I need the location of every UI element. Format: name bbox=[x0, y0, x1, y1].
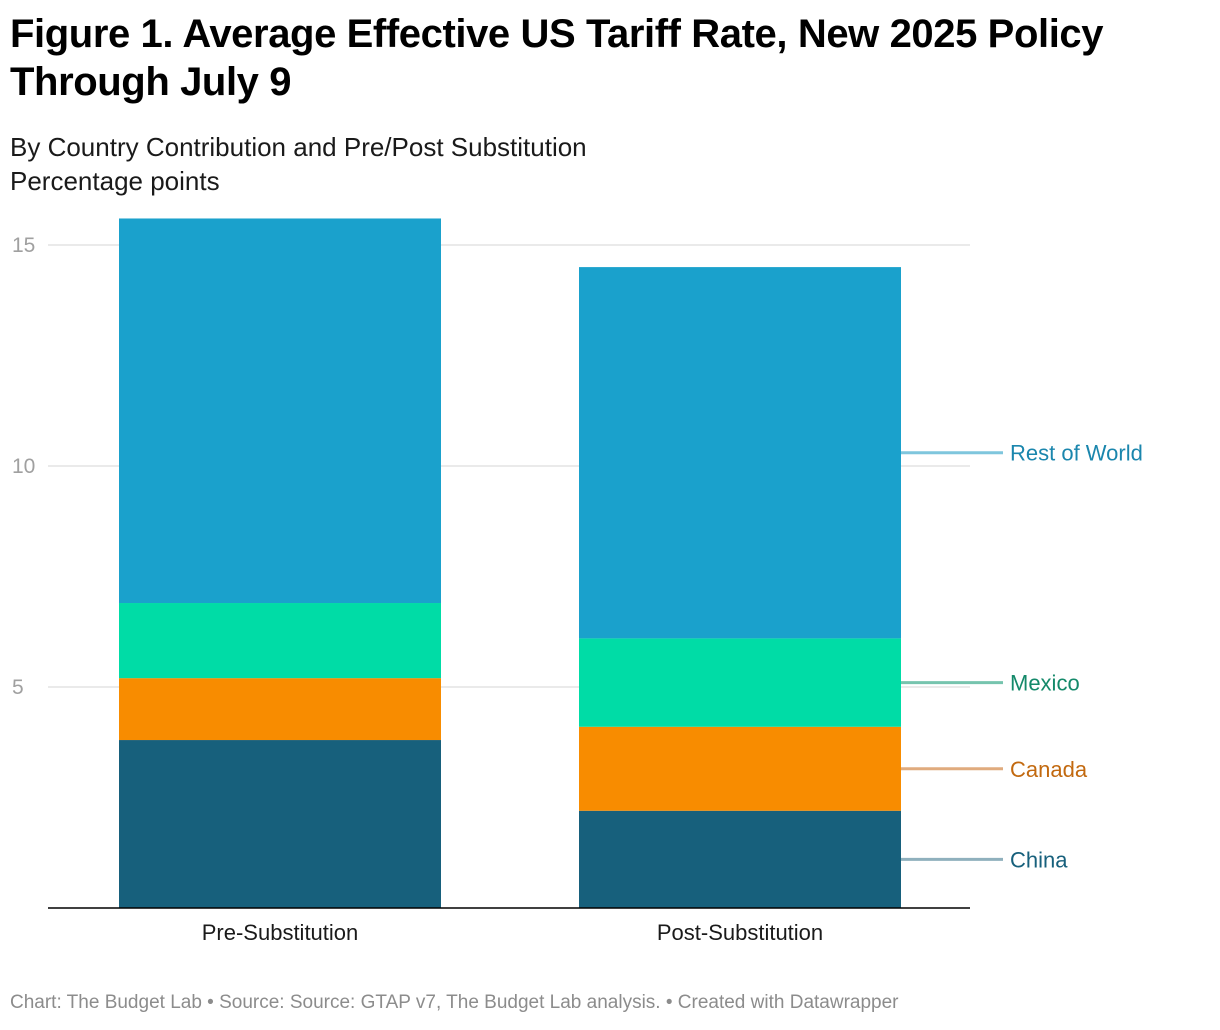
chart-title: Figure 1. Average Effective US Tariff Ra… bbox=[10, 12, 1104, 104]
y-tick-label-5: 5 bbox=[12, 676, 24, 699]
chart-footer: Chart: The Budget Lab • Source: Source: … bbox=[10, 992, 899, 1013]
bar-segment-china-1 bbox=[119, 740, 441, 908]
bars bbox=[119, 218, 901, 908]
y-tick-label-10: 10 bbox=[12, 455, 35, 478]
unit-label: Percentage points bbox=[10, 166, 220, 196]
axes: 5 10 15 Pre-Substitution Post-Substitution bbox=[12, 234, 970, 945]
series-label-rest-of-world: Rest of World bbox=[1010, 441, 1143, 466]
series-label-canada: Canada bbox=[1010, 757, 1088, 782]
bar-segment-canada-1 bbox=[119, 678, 441, 741]
y-tick-label-15: 15 bbox=[12, 234, 35, 257]
series-label-mexico: Mexico bbox=[1010, 671, 1080, 696]
bar-segment-mexico-1 bbox=[119, 603, 441, 679]
series-labels: China Canada Mexico Rest of World bbox=[901, 441, 1143, 872]
bar-segment-mexico-2 bbox=[579, 638, 901, 727]
stacked-bar-chart: 5 10 15 Pre-Substitution Post-Substitution C… bbox=[12, 218, 1143, 945]
x-category-label-2: Post-Substitution bbox=[657, 920, 823, 945]
bar-segment-china-2 bbox=[579, 810, 901, 908]
bar-segment-rest-of-world-2 bbox=[579, 267, 901, 639]
bar-segment-canada-2 bbox=[579, 726, 901, 811]
chart-subtitle-block: By Country Contribution and Pre/Post Sub… bbox=[10, 130, 587, 198]
x-category-label-1: Pre-Substitution bbox=[202, 920, 359, 945]
chart-subtitle: By Country Contribution and Pre/Post Sub… bbox=[10, 132, 587, 162]
bar-segment-rest-of-world-1 bbox=[119, 218, 441, 604]
series-label-china: China bbox=[1010, 847, 1068, 872]
